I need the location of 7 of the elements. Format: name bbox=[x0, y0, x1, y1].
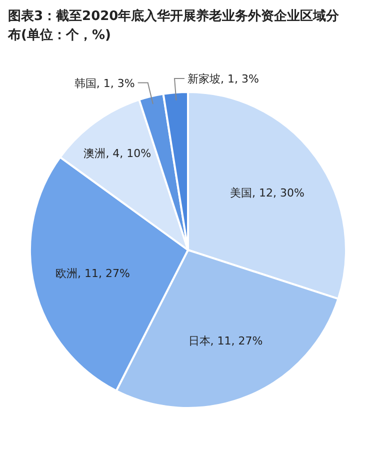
slice-label: 韩国, 1, 3% bbox=[74, 76, 135, 90]
slice-label: 美国, 12, 30% bbox=[230, 186, 304, 200]
slice-label: 澳洲, 4, 10% bbox=[84, 146, 152, 160]
chart-title: 图表3：截至2020年底入华开展养老业务外资企业区域分布(单位：个，%) bbox=[7, 8, 340, 43]
slice-label: 新家坡, 1, 3% bbox=[188, 72, 259, 86]
slice-label: 日本, 11, 27% bbox=[188, 334, 263, 348]
slice-label: 欧洲, 11, 27% bbox=[56, 266, 130, 280]
